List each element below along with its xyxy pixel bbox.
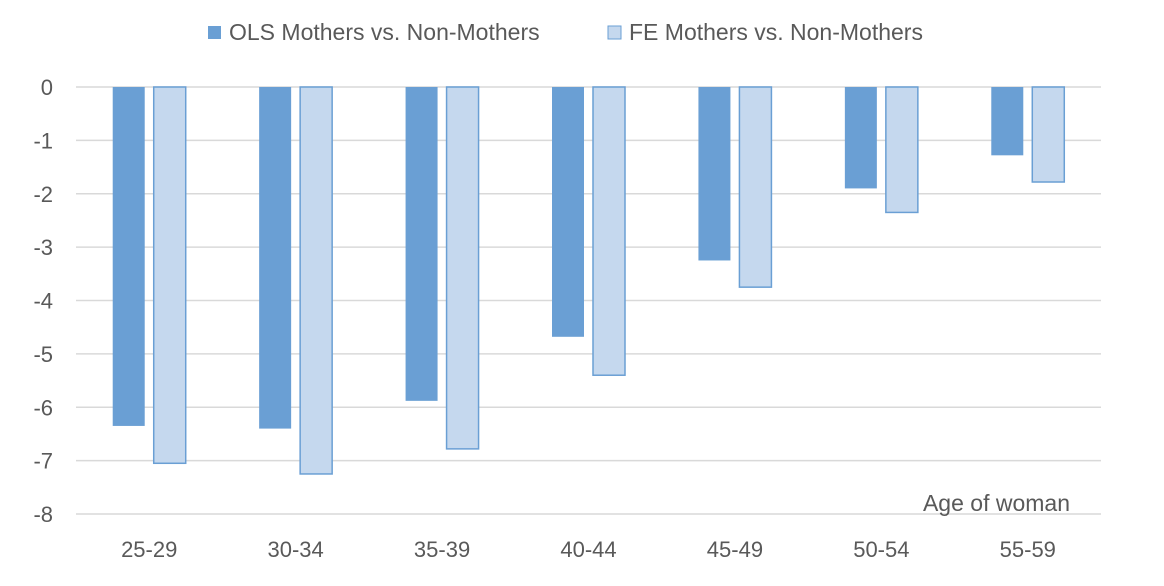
y-axis-ticks: 0 -1 -2 -3 -4 -5 -6 -7 -8 [33, 75, 53, 527]
bar-fe [152, 86, 187, 465]
legend-swatch [208, 26, 221, 39]
x-tick-label: 30-34 [268, 537, 324, 562]
bar-ols [698, 87, 731, 261]
legend: OLS Mothers vs. Non-Mothers FE Mothers vs… [208, 19, 923, 45]
x-tick-label: 35-39 [414, 537, 470, 562]
y-tick-label: -2 [33, 182, 53, 207]
x-axis-ticks: 25-29 30-34 35-39 40-44 45-49 50-54 55-59 [121, 537, 1056, 562]
x-tick-label: 45-49 [707, 537, 763, 562]
y-tick-label: -4 [33, 289, 53, 314]
x-axis-label: Age of woman [923, 490, 1070, 516]
bar-ols [844, 87, 877, 189]
bar-ols [259, 87, 292, 429]
bar-ols [405, 87, 438, 401]
bar-fe [738, 86, 773, 288]
y-tick-label: -3 [33, 235, 53, 260]
bar-fe [445, 86, 480, 450]
y-tick-label: -8 [33, 502, 53, 527]
y-tick-label: -6 [33, 395, 53, 420]
y-tick-label: -7 [33, 449, 53, 474]
bar-ols [991, 87, 1024, 156]
legend-label: OLS Mothers vs. Non-Mothers [229, 19, 540, 45]
bar-fe [885, 86, 919, 214]
legend-swatch [607, 25, 622, 40]
bar-ols [112, 87, 145, 426]
legend-label: FE Mothers vs. Non-Mothers [629, 19, 923, 45]
x-tick-label: 40-44 [560, 537, 616, 562]
bars [112, 86, 1066, 475]
y-tick-label: -5 [33, 342, 53, 367]
gridlines [76, 86, 1101, 515]
y-tick-label: 0 [41, 75, 53, 100]
bar-fe [592, 86, 626, 376]
x-tick-label: 55-59 [1000, 537, 1056, 562]
x-tick-label: 25-29 [121, 537, 177, 562]
y-tick-label: -1 [33, 128, 53, 153]
bar-ols [552, 87, 584, 337]
x-tick-label: 50-54 [853, 537, 909, 562]
bar-fe [1031, 86, 1066, 183]
bar-fe [299, 86, 333, 475]
